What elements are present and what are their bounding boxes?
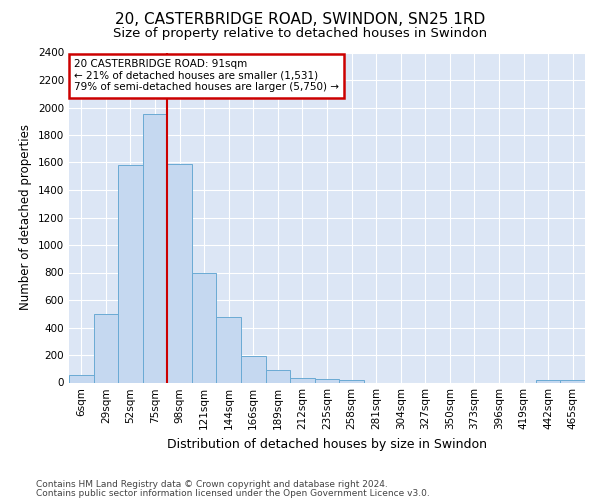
- Bar: [560, 380, 585, 382]
- Bar: [217, 316, 241, 382]
- Bar: [290, 378, 315, 382]
- Text: Contains HM Land Registry data © Crown copyright and database right 2024.: Contains HM Land Registry data © Crown c…: [36, 480, 388, 489]
- Bar: [315, 379, 339, 382]
- Bar: [241, 356, 266, 382]
- Text: 20 CASTERBRIDGE ROAD: 91sqm
← 21% of detached houses are smaller (1,531)
79% of : 20 CASTERBRIDGE ROAD: 91sqm ← 21% of det…: [74, 59, 339, 92]
- X-axis label: Distribution of detached houses by size in Swindon: Distribution of detached houses by size …: [167, 438, 487, 451]
- Bar: [266, 370, 290, 382]
- Bar: [167, 164, 192, 382]
- Bar: [192, 272, 217, 382]
- Text: Contains public sector information licensed under the Open Government Licence v3: Contains public sector information licen…: [36, 488, 430, 498]
- Bar: [143, 114, 167, 382]
- Bar: [536, 380, 560, 382]
- Bar: [94, 314, 118, 382]
- Y-axis label: Number of detached properties: Number of detached properties: [19, 124, 32, 310]
- Bar: [69, 375, 94, 382]
- Bar: [339, 380, 364, 382]
- Text: Size of property relative to detached houses in Swindon: Size of property relative to detached ho…: [113, 28, 487, 40]
- Text: 20, CASTERBRIDGE ROAD, SWINDON, SN25 1RD: 20, CASTERBRIDGE ROAD, SWINDON, SN25 1RD: [115, 12, 485, 28]
- Bar: [118, 165, 143, 382]
